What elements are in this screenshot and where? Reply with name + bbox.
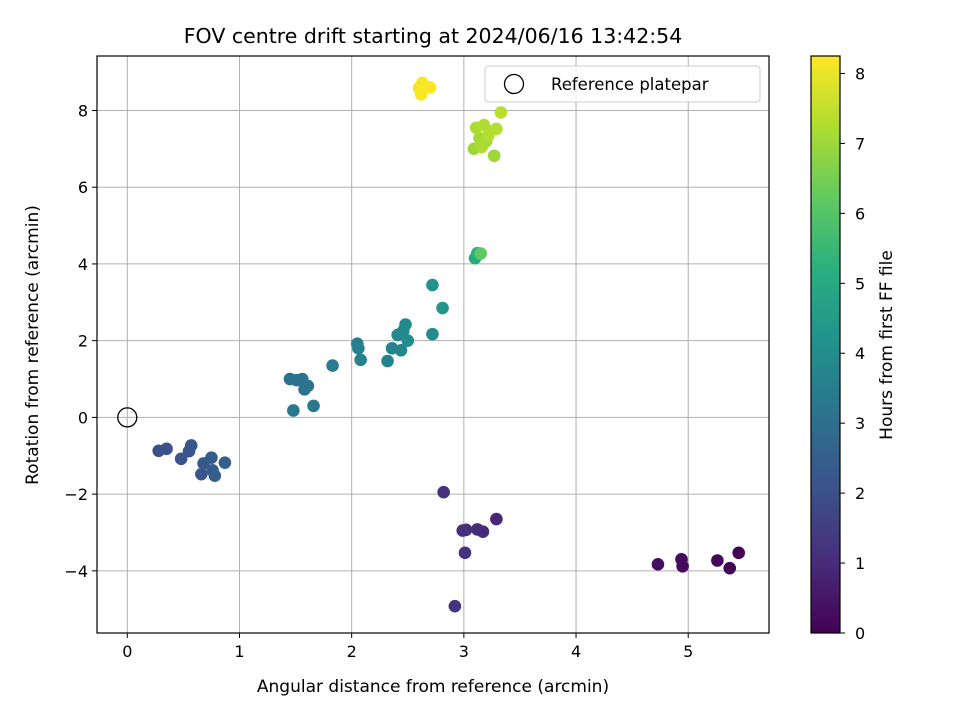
legend-entry-reference: Reference platepar	[551, 75, 709, 94]
data-point	[436, 301, 449, 315]
data-point	[195, 467, 208, 481]
chart-title: FOV centre drift starting at 2024/06/16 …	[184, 24, 683, 48]
data-point	[394, 343, 408, 357]
y-tick-label: −2	[64, 485, 88, 504]
data-point	[456, 524, 470, 537]
data-point	[471, 523, 484, 536]
colorbar-tick-label: 0	[855, 624, 865, 643]
colorbar-label: Hours from first FF file	[877, 250, 897, 440]
data-point	[651, 558, 665, 571]
data-point	[287, 404, 300, 417]
y-tick-label: 2	[78, 332, 88, 351]
data-point	[426, 327, 439, 341]
legend-box	[484, 65, 761, 103]
legend: Reference platepar	[484, 65, 761, 103]
data-point	[399, 318, 412, 331]
grid-lines	[97, 56, 769, 633]
colorbar-tick-label: 5	[855, 274, 865, 293]
data-point	[458, 546, 472, 560]
x-axis-ticks: 0 1 2 3 4 5	[122, 633, 693, 661]
data-point	[208, 469, 222, 483]
data-point	[174, 452, 188, 466]
colorbar-tick-label: 6	[855, 204, 865, 223]
data-point	[414, 88, 428, 101]
data-point	[160, 442, 173, 456]
y-tick-label: −4	[64, 562, 88, 581]
data-point	[352, 342, 365, 355]
legend-marker-reference	[503, 73, 525, 95]
x-tick-label: 5	[683, 642, 693, 661]
data-point	[494, 106, 508, 119]
y-tick-label: 8	[78, 101, 88, 120]
y-axis-label: Rotation from reference (arcmin)	[23, 205, 43, 485]
data-point	[477, 118, 491, 132]
data-point	[423, 81, 437, 94]
data-point	[381, 354, 394, 368]
reference-point-group	[117, 407, 138, 428]
y-tick-label: 4	[78, 255, 88, 274]
colorbar-gradient	[810, 55, 841, 634]
x-tick-label: 1	[234, 642, 244, 661]
data-point	[401, 334, 415, 347]
x-tick-label: 2	[347, 642, 357, 661]
y-tick-label: 0	[78, 408, 88, 427]
data-point	[218, 456, 232, 469]
colorbar: 0 1 2 3 4 5 6 7 8 Hours from first FF file	[810, 55, 897, 643]
colorbar-tick-label: 1	[855, 554, 865, 573]
data-point	[490, 512, 503, 526]
x-tick-label: 0	[122, 642, 132, 661]
x-axis-label: Angular distance from reference (arcmin)	[257, 677, 609, 697]
data-point	[711, 554, 724, 567]
data-point	[437, 485, 450, 499]
data-point	[184, 439, 198, 452]
colorbar-ticks: 0 1 2 3 4 5 6 7 8	[840, 64, 865, 643]
data-point	[301, 379, 315, 393]
colorbar-tick-label: 3	[855, 414, 865, 433]
y-axis-ticks: −4 −2 0 2 4 6 8	[64, 101, 97, 581]
x-tick-label: 3	[459, 642, 469, 661]
data-point	[487, 149, 501, 163]
data-point	[354, 353, 367, 367]
colorbar-tick-label: 7	[855, 134, 865, 153]
colorbar-tick-label: 4	[855, 344, 865, 363]
x-tick-label: 4	[571, 642, 581, 661]
colorbar-tick-label: 2	[855, 484, 865, 503]
reference-point	[117, 407, 138, 428]
data-point	[474, 247, 487, 260]
plot-frame	[96, 55, 770, 634]
data-point	[482, 129, 495, 142]
data-point	[676, 559, 689, 573]
data-points	[152, 76, 746, 613]
data-point	[475, 140, 489, 154]
data-point	[448, 599, 462, 613]
data-point	[723, 561, 737, 575]
data-point	[426, 278, 439, 292]
data-point	[732, 546, 746, 560]
data-point	[326, 359, 339, 372]
data-point	[205, 451, 218, 464]
colorbar-tick-label: 8	[855, 64, 865, 83]
data-point	[307, 399, 320, 413]
y-tick-label: 6	[78, 178, 88, 197]
